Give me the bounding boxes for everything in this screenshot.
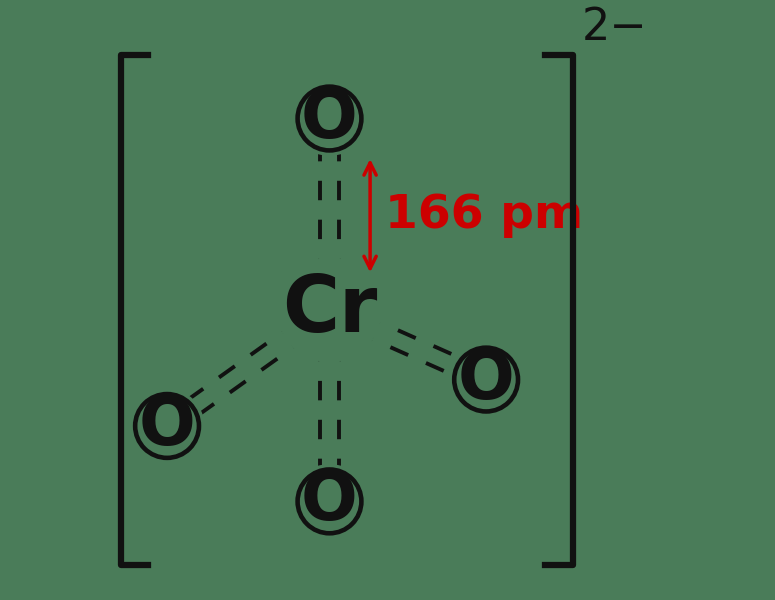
Circle shape (449, 343, 523, 416)
Text: O: O (301, 86, 358, 152)
Text: O: O (301, 469, 358, 535)
Text: O: O (139, 393, 195, 459)
Circle shape (130, 389, 204, 463)
Circle shape (277, 258, 382, 362)
Text: 166 pm: 166 pm (384, 193, 583, 238)
Text: 2−: 2− (582, 6, 647, 49)
Text: Cr: Cr (282, 272, 377, 348)
Circle shape (293, 464, 366, 538)
Text: O: O (458, 347, 515, 413)
Circle shape (293, 82, 366, 155)
